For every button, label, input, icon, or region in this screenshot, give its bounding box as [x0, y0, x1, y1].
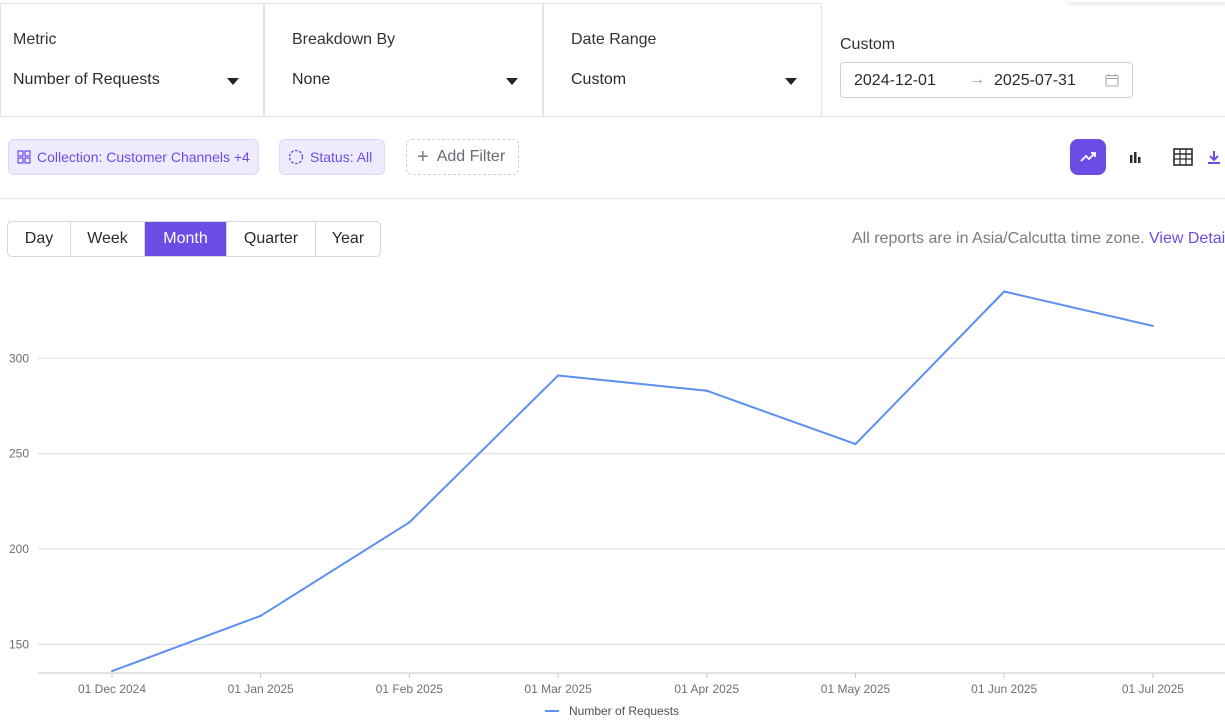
tab-month[interactable]: Month — [145, 222, 227, 256]
arrow-right-icon: → — [969, 71, 985, 88]
tab-year[interactable]: Year — [331, 230, 365, 247]
x-tick-label: 01 Apr 2025 — [674, 682, 739, 696]
table-icon — [1173, 148, 1193, 166]
x-tick-label: 01 Feb 2025 — [376, 682, 444, 696]
y-tick-label: 200 — [9, 542, 29, 556]
breakdown-select[interactable]: Breakdown By None — [264, 3, 543, 116]
y-tick-label: 300 — [9, 351, 29, 365]
x-tick-label: 01 Mar 2025 — [524, 682, 592, 696]
popover-edge — [1068, 0, 1225, 2]
download-icon — [1208, 151, 1220, 164]
data-point — [259, 614, 262, 617]
metric-select[interactable]: Metric Number of Requests — [0, 3, 264, 116]
x-tick-label: 01 Jan 2025 — [228, 682, 294, 696]
line-chart-view-button[interactable] — [1070, 139, 1106, 175]
calendar-icon[interactable] — [1105, 73, 1119, 87]
filters-bar: Collection: Customer Channels +4 Status:… — [0, 117, 1225, 199]
requests-line-chart: 150 200 250 300 01 Dec 2024 01 Jan 2025 01 Feb… — [9, 290, 1225, 718]
date-range-picker[interactable]: 2024-12-01 → 2025-07-31 — [840, 62, 1133, 98]
data-point — [557, 374, 560, 377]
view-details-link[interactable]: View Details — [1149, 230, 1225, 247]
x-tick-label: 01 May 2025 — [821, 682, 891, 696]
data-point — [111, 670, 113, 673]
status-filter-chip[interactable]: Status: All — [279, 139, 385, 175]
caret-down-icon[interactable] — [506, 78, 518, 85]
tab-week[interactable]: Week — [71, 222, 145, 256]
add-filter-button[interactable]: + Add Filter — [406, 139, 519, 175]
bar-chart-view-button[interactable] — [1117, 139, 1153, 175]
x-tick-label: 01 Dec 2024 — [78, 682, 146, 696]
collection-filter-label: Collection: Customer Channels +4 — [37, 149, 250, 165]
data-point — [408, 521, 411, 524]
caret-down-icon[interactable] — [227, 78, 239, 85]
series-line — [111, 290, 1154, 673]
custom-label: Custom — [840, 36, 896, 53]
custom-range: Custom 2024-12-01 → 2025-07-31 — [822, 3, 1225, 116]
end-date-input[interactable]: 2025-07-31 — [994, 72, 1076, 89]
tab-day[interactable]: Day — [8, 222, 71, 256]
timezone-note: All reports are in Asia/Calcutta time zo… — [852, 230, 1225, 248]
y-tick-label: 150 — [9, 637, 29, 651]
tab-quarter[interactable]: Quarter — [227, 222, 316, 256]
download-button[interactable] — [1207, 139, 1225, 175]
collection-filter-chip[interactable]: Collection: Customer Channels +4 — [8, 139, 259, 175]
breakdown-label: Breakdown By — [292, 31, 396, 48]
timezone-text: All reports are in Asia/Calcutta time zo… — [852, 230, 1145, 247]
start-date-input[interactable]: 2024-12-01 — [854, 72, 936, 89]
x-tick-label: 01 Jul 2025 — [1122, 682, 1184, 696]
breakdown-value[interactable]: None — [292, 71, 331, 88]
caret-down-icon[interactable] — [785, 78, 797, 85]
date-range-label: Date Range — [571, 31, 657, 48]
date-range-value[interactable]: Custom — [571, 71, 627, 88]
data-point — [854, 443, 857, 446]
bar-chart-icon — [1130, 152, 1141, 163]
data-point — [705, 389, 708, 392]
dashed-circle-icon — [288, 149, 304, 165]
granularity-tabs: Day Week Month Quarter Year — [7, 221, 381, 257]
plus-icon: + — [417, 146, 429, 168]
metric-value[interactable]: Number of Requests — [13, 71, 160, 88]
data-point — [1003, 290, 1006, 293]
table-view-button[interactable] — [1165, 139, 1201, 175]
report-selectors: Metric Number of Requests Breakdown By N… — [0, 0, 1225, 117]
y-tick-label: 250 — [9, 447, 29, 461]
legend-label: Number of Requests — [569, 704, 679, 718]
grid-icon — [17, 150, 31, 164]
status-filter-label: Status: All — [310, 149, 373, 165]
date-range-select[interactable]: Date Range Custom — [543, 3, 822, 116]
line-chart-icon — [1080, 152, 1096, 162]
data-point — [1151, 324, 1154, 327]
x-tick-label: 01 Jun 2025 — [971, 682, 1037, 696]
add-filter-label: Add Filter — [436, 148, 506, 165]
metric-label: Metric — [13, 31, 57, 48]
